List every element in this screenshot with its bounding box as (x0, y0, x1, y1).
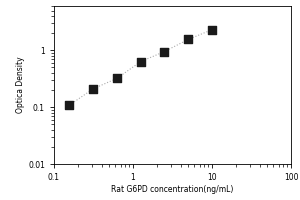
Point (115, 77, 119, 80)
Point (162, 50, 167, 53)
Point (186, 38, 190, 41)
Point (138, 60, 143, 63)
Point (210, 28, 214, 31)
X-axis label: Rat G6PD concentration(ng/mL): Rat G6PD concentration(ng/mL) (111, 185, 234, 194)
Y-axis label: Optica Density: Optica Density (16, 57, 25, 113)
Point (91, 87, 95, 90)
Point (67, 104, 72, 107)
